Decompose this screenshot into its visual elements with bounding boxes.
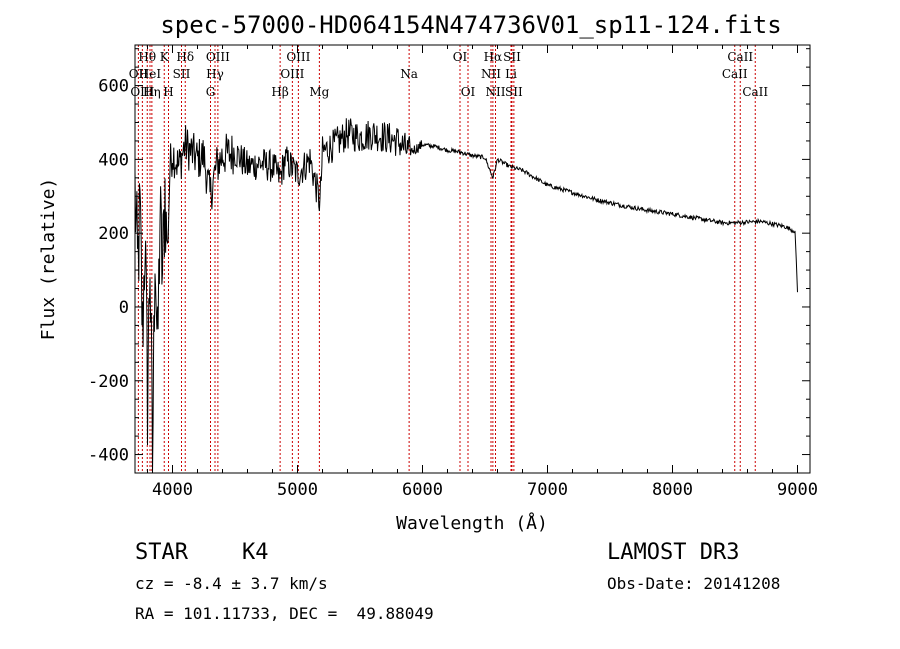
y-tick-label-0: -400 — [88, 446, 129, 466]
line-label-8: Hδ — [176, 50, 194, 64]
line-label-15: Mg — [309, 85, 329, 99]
line-label-16: Na — [400, 67, 418, 81]
x-tick-label-0: 4000 — [152, 480, 193, 500]
line-label-0: Hθ — [138, 50, 156, 64]
line-label-4: Hη — [143, 85, 161, 99]
chart-title: spec-57000-HD064154N474736V01_sp11-124.f… — [160, 11, 781, 39]
line-label-10: Hγ — [206, 67, 224, 81]
line-label-17: OI — [453, 50, 468, 64]
x-axis-ticks: 4000 5000 6000 7000 8000 9000 — [147, 45, 818, 500]
line-label-19: Hα — [484, 50, 503, 64]
coordinates: RA = 101.11733, DEC = 49.88049 — [135, 604, 434, 623]
line-label-1: OII — [129, 67, 149, 81]
y-tick-label-5: 600 — [98, 77, 129, 97]
line-label-14: OIII — [280, 67, 304, 81]
line-label-25: CaII — [727, 50, 753, 64]
line-label-22: Li — [505, 67, 517, 81]
redshift-velocity: cz = -8.4 ± 3.7 km/s — [135, 574, 328, 593]
plot-frame — [134, 44, 811, 474]
line-label-20: SII — [503, 50, 521, 64]
line-label-21: NII — [481, 67, 501, 81]
spectral-line-markers — [137, 45, 756, 473]
x-tick-label-3: 7000 — [527, 480, 568, 500]
survey-name: LAMOST DR3 — [607, 540, 740, 565]
x-tick-label-5: 9000 — [777, 480, 818, 500]
line-label-12: Hβ — [271, 85, 288, 99]
line-label-5: K — [160, 50, 170, 64]
x-tick-label-4: 8000 — [652, 480, 693, 500]
line-label-13: OIII — [286, 50, 310, 64]
line-label-24: SII — [505, 85, 523, 99]
line-label-26: CaII — [722, 67, 748, 81]
line-label-11: G — [206, 85, 216, 99]
line-label-27: CaII — [742, 85, 768, 99]
y-axis-ticks: -400 -200 0 200 400 600 — [88, 48, 810, 466]
line-label-2: OIII — [130, 85, 154, 99]
x-axis-label: Wavelength (Å) — [396, 512, 548, 534]
line-label-9: OIII — [206, 50, 230, 64]
spectral-subclass: K4 — [242, 540, 269, 565]
y-tick-label-2: 0 — [119, 298, 129, 318]
line-label-18: OI — [461, 85, 476, 99]
y-axis-label: Flux (relative) — [38, 178, 59, 341]
line-label-6: SII — [173, 67, 191, 81]
line-label-23: NII — [486, 85, 506, 99]
y-tick-label-1: -200 — [88, 372, 129, 392]
line-label-7: H — [163, 85, 173, 99]
spectrum-line — [134, 118, 798, 474]
x-tick-label-1: 5000 — [277, 480, 318, 500]
y-tick-label-3: 200 — [98, 224, 129, 244]
y-tick-label-4: 400 — [98, 150, 129, 170]
object-type: STAR — [135, 540, 188, 565]
line-label-3: HeI — [139, 67, 162, 81]
observation-date: Obs-Date: 20141208 — [607, 574, 781, 593]
x-tick-label-2: 6000 — [402, 480, 443, 500]
